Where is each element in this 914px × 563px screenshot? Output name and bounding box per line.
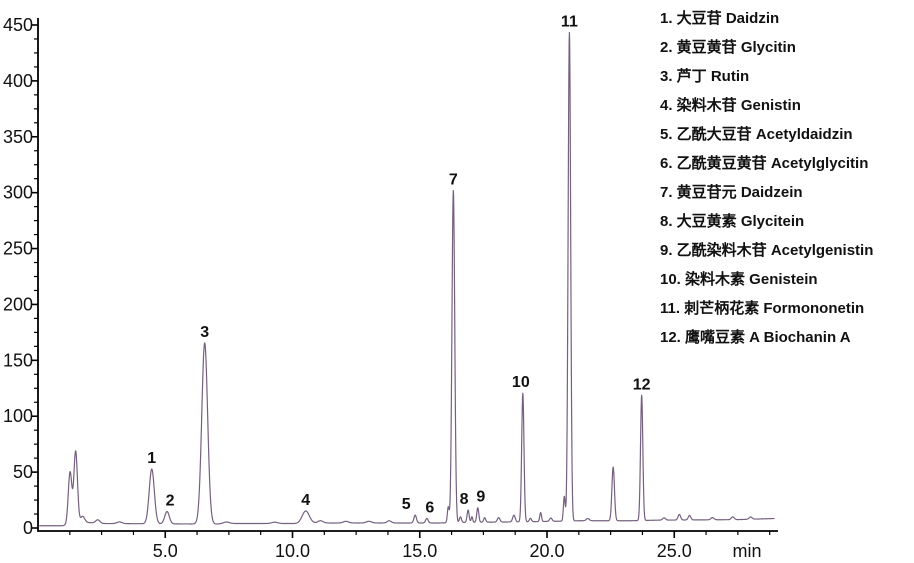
x-tick-label: 15.0 (402, 541, 437, 561)
peak-label-2: 2 (166, 493, 175, 510)
chromatogram-trace (38, 31, 775, 527)
y-tick-label: 400 (3, 71, 33, 91)
x-tick-label: 10.0 (275, 541, 310, 561)
y-tick-label: 50 (13, 462, 33, 482)
peak-label-11: 11 (561, 13, 578, 30)
peak-label-8: 8 (460, 491, 469, 508)
peak-label-4: 4 (301, 492, 310, 509)
legend-item-10: 10. 染料木素 Genistein (660, 271, 818, 288)
peak-label-9: 9 (476, 489, 485, 506)
legend-item-4: 4. 染料木苷 Genistin (660, 97, 801, 114)
y-tick-label: 200 (3, 294, 33, 314)
x-tick-label: 20.0 (529, 541, 564, 561)
y-tick-label: 150 (3, 350, 33, 370)
legend-item-12: 12. 鹰嘴豆素 A Biochanin A (660, 329, 851, 346)
peak-label-3: 3 (200, 324, 209, 341)
legend-item-6: 6. 乙酰黄豆黄苷 Acetylglycitin (660, 155, 869, 172)
legend-item-7: 7. 黄豆苷元 Daidzein (660, 184, 803, 201)
legend-item-1: 1. 大豆苷 Daidzin (660, 10, 780, 27)
peak-label-6: 6 (425, 499, 434, 516)
x-tick-label: 5.0 (153, 541, 178, 561)
y-tick-label: 350 (3, 127, 33, 147)
y-tick-label: 250 (3, 239, 33, 259)
y-tick-label: 300 (3, 183, 33, 203)
y-tick-label: 100 (3, 406, 33, 426)
axes (37, 18, 778, 532)
legend-item-3: 3. 芦丁 Rutin (660, 68, 750, 85)
legend-item-5: 5. 乙酰大豆苷 Acetyldaidzin (660, 126, 853, 143)
legend: 1. 大豆苷 Daidzin 2. 黄豆黄苷 Glycitin 3. 芦丁 Ru… (660, 4, 914, 352)
legend-item-2: 2. 黄豆黄苷 Glycitin (660, 39, 796, 56)
y-tick-label: 450 (3, 15, 33, 35)
peak-label-1: 1 (147, 450, 156, 467)
y-tick-label: 0 (23, 518, 33, 538)
x-axis-unit-label: min (732, 541, 761, 561)
legend-item-11: 11. 刺芒柄花素 Formononetin (660, 300, 865, 317)
peak-label-7: 7 (449, 172, 458, 189)
peak-label-5: 5 (402, 496, 411, 513)
peak-label-10: 10 (512, 374, 530, 391)
legend-item-9: 9. 乙酰染料木苷 Acetylgenistin (660, 242, 874, 259)
peak-label-12: 12 (633, 376, 651, 393)
legend-item-8: 8. 大豆黄素 Glycitein (660, 213, 805, 230)
x-tick-label: 25.0 (657, 541, 692, 561)
